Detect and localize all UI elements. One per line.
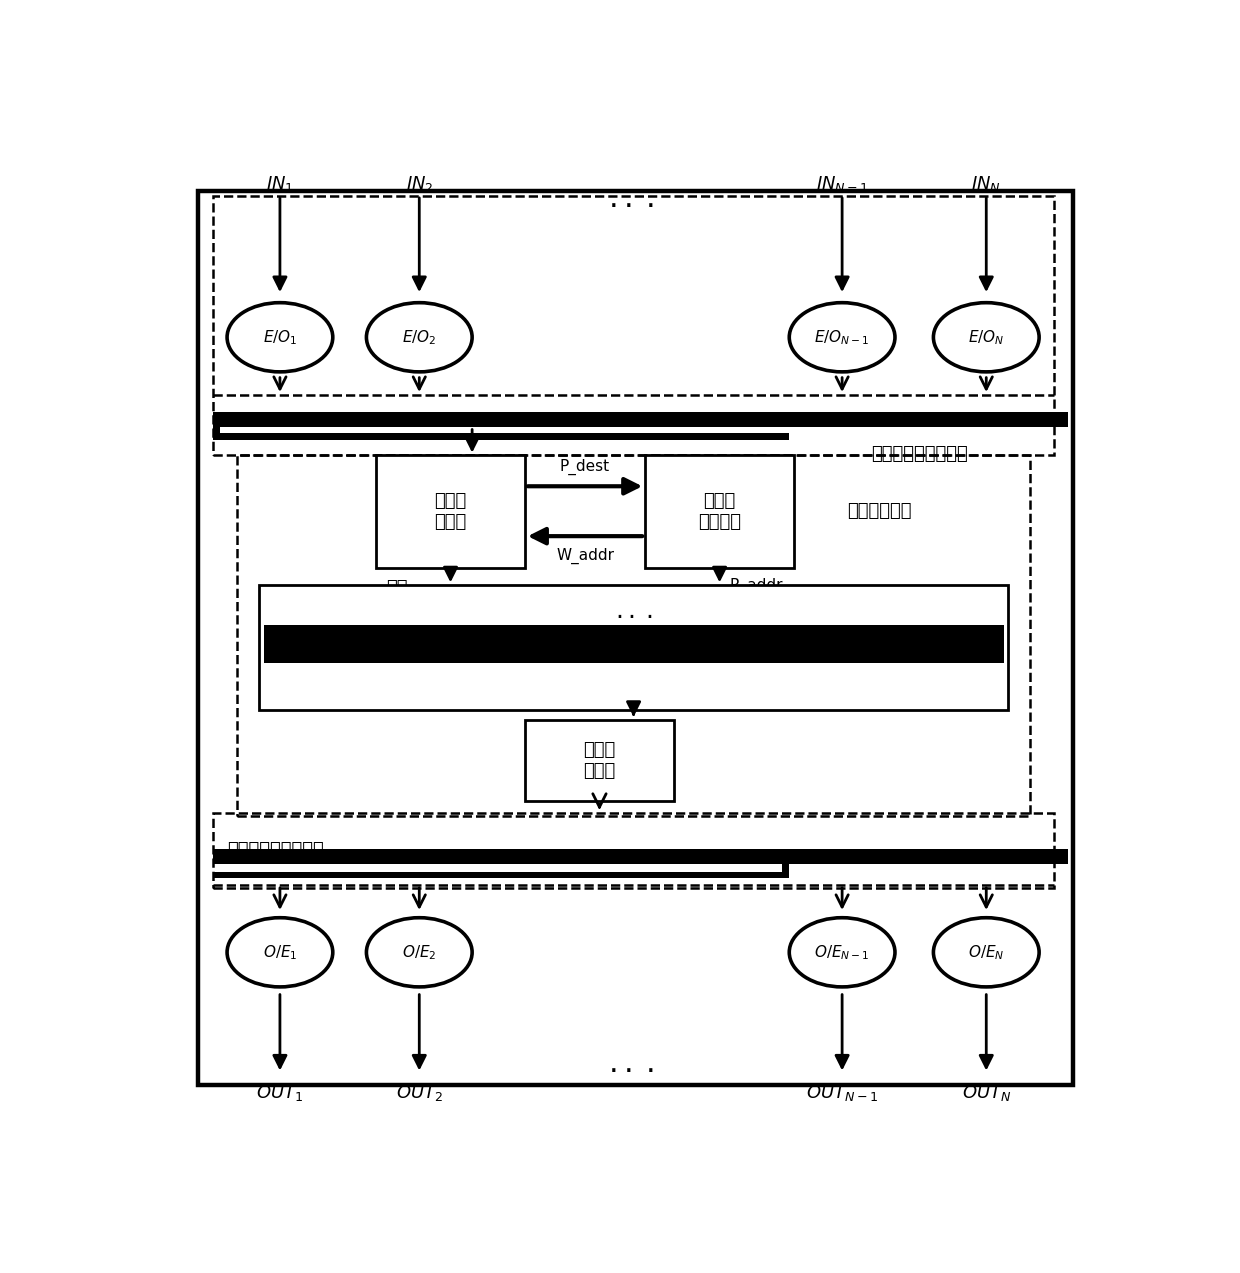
Text: $O/E_1$: $O/E_1$ — [263, 943, 298, 961]
Text: 存储器
控制逻辑: 存储器 控制逻辑 — [698, 491, 742, 531]
Bar — [213, 412, 1068, 426]
Ellipse shape — [367, 303, 472, 372]
Text: 报文: 报文 — [386, 579, 407, 597]
Bar — [259, 586, 1008, 710]
Bar — [264, 625, 1003, 663]
Text: $E/O_{N-1}$: $E/O_{N-1}$ — [815, 328, 870, 346]
Ellipse shape — [789, 303, 895, 372]
Text: $IN_N$: $IN_N$ — [971, 173, 1001, 193]
Bar — [213, 849, 1068, 864]
Text: $O/E_{N-1}$: $O/E_{N-1}$ — [815, 943, 870, 961]
Text: 存储输入光交换网络: 存储输入光交换网络 — [870, 444, 967, 463]
Bar — [213, 196, 1054, 456]
Text: $\cdot\cdot\cdot$: $\cdot\cdot\cdot$ — [608, 1057, 653, 1085]
Text: 存储输出光交换网络: 存储输出光交换网络 — [227, 841, 324, 859]
Text: $OUT_2$: $OUT_2$ — [396, 1083, 443, 1102]
Bar — [213, 412, 221, 440]
Ellipse shape — [934, 918, 1039, 987]
Text: $OUT_N$: $OUT_N$ — [961, 1083, 1011, 1102]
Text: $E/O_2$: $E/O_2$ — [402, 328, 436, 346]
Ellipse shape — [227, 303, 332, 372]
Text: $OUT_1$: $OUT_1$ — [257, 1083, 304, 1102]
Text: $OUT_{N-1}$: $OUT_{N-1}$ — [806, 1083, 878, 1102]
Bar — [213, 433, 789, 440]
Text: $IN_1$: $IN_1$ — [267, 173, 294, 193]
Bar — [213, 872, 789, 878]
Text: $O/E_2$: $O/E_2$ — [402, 943, 436, 961]
Text: 高密度存储器: 高密度存储器 — [847, 503, 911, 521]
Text: R_addr: R_addr — [729, 578, 782, 593]
Bar — [376, 454, 525, 568]
Text: $E/O_1$: $E/O_1$ — [263, 328, 298, 346]
Text: $\cdot\cdot\cdot$: $\cdot\cdot\cdot$ — [608, 191, 653, 220]
Text: $IN_{N-1}$: $IN_{N-1}$ — [816, 173, 868, 193]
Text: $IN_2$: $IN_2$ — [405, 173, 433, 193]
Bar — [645, 454, 794, 568]
Text: P_dest: P_dest — [560, 458, 610, 475]
Bar — [237, 456, 1029, 816]
Text: W_addr: W_addr — [556, 547, 614, 564]
Bar — [525, 719, 675, 802]
Text: 存储输
出缓冲: 存储输 出缓冲 — [583, 741, 615, 780]
Ellipse shape — [934, 303, 1039, 372]
Text: $O/E_N$: $O/E_N$ — [968, 943, 1004, 961]
Bar — [781, 849, 789, 878]
Text: $E/O_N$: $E/O_N$ — [968, 328, 1004, 346]
Ellipse shape — [227, 918, 332, 987]
Bar — [213, 813, 1054, 889]
Ellipse shape — [367, 918, 472, 987]
Text: 存储输
入缓冲: 存储输 入缓冲 — [434, 491, 466, 531]
Ellipse shape — [789, 918, 895, 987]
Text: $\cdot\cdot\cdot$: $\cdot\cdot\cdot$ — [615, 605, 652, 629]
